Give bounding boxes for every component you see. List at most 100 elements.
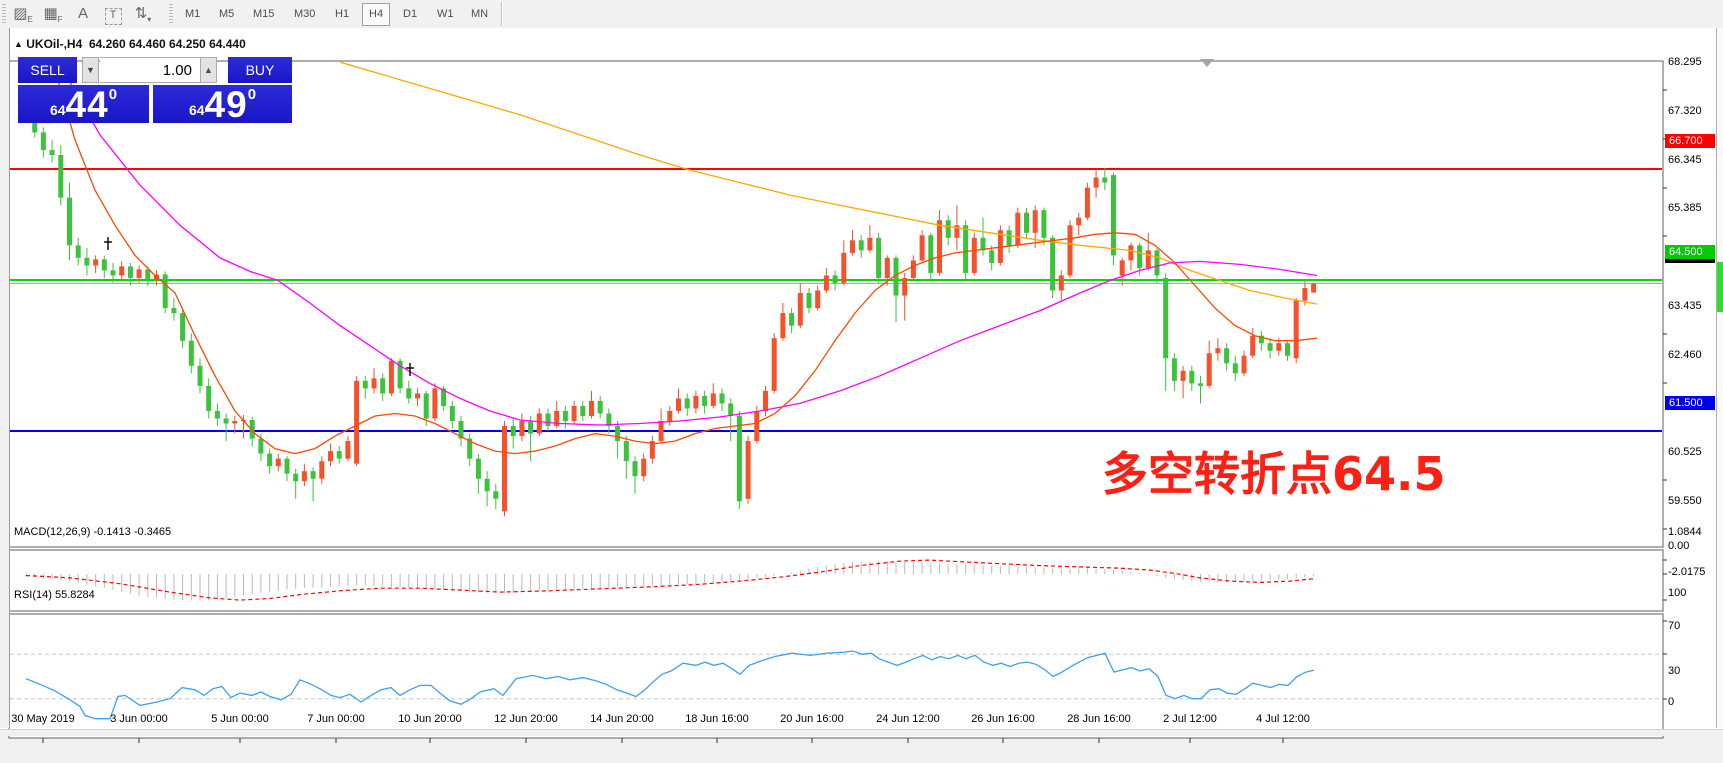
ohlc-values: 64.260 64.460 64.250 64.440 — [88, 37, 246, 51]
candle-body — [910, 260, 916, 278]
timeframe-m15[interactable]: M15 — [253, 8, 275, 20]
candle-body — [937, 220, 942, 273]
candle-body — [319, 461, 325, 479]
time-axis-label: 2 Jul 12:00 — [1163, 713, 1217, 725]
chart-canvas[interactable] — [0, 28, 1723, 763]
cursor-arrows-icon[interactable]: ⇅▾ — [134, 5, 152, 24]
text-label-icon[interactable]: A — [77, 5, 88, 22]
candle-body — [119, 266, 125, 276]
candle-body — [606, 413, 612, 427]
toolbar-separator — [501, 2, 502, 26]
main-chart-group — [10, 62, 1662, 517]
candle-body — [336, 451, 342, 459]
volume-increase-button[interactable]: ▲ — [200, 57, 217, 83]
ma-slow-orange — [339, 62, 1318, 305]
sell-button[interactable]: SELL — [18, 57, 77, 83]
buy-button[interactable]: BUY — [228, 57, 292, 83]
candle-body — [84, 257, 90, 266]
candle-body — [615, 426, 621, 442]
text-box-icon[interactable]: T — [100, 2, 126, 26]
candle-body — [902, 277, 908, 296]
timeframe-m1[interactable]: M1 — [185, 8, 201, 20]
candle-body — [180, 313, 186, 341]
chart-shift-triangle-icon — [1200, 59, 1214, 67]
candle-body — [632, 461, 638, 477]
candle-body — [1050, 237, 1056, 291]
candle-body — [345, 441, 351, 459]
candle-body — [162, 274, 168, 309]
candle-body — [971, 237, 977, 273]
candle-body — [1058, 275, 1064, 291]
candle-body — [1215, 348, 1221, 354]
candle-body — [597, 400, 603, 414]
candle-body — [1076, 217, 1082, 226]
candle-body — [528, 421, 534, 434]
candle-body — [850, 240, 855, 253]
toolbar: ▨E ▦F A T ⇅▾ M1 M5 M15 M30 H1 H4 D1 W1 MN — [0, 0, 1723, 29]
timeframe-mn[interactable]: MN — [471, 8, 489, 20]
scroll-position-marker[interactable] — [1717, 262, 1723, 312]
toolbar-grip-2[interactable] — [169, 4, 173, 24]
candle-body — [893, 257, 899, 296]
candle-body — [728, 403, 734, 416]
time-axis-label: 10 Jun 20:00 — [398, 713, 462, 725]
rsi-line — [25, 650, 1315, 720]
candle-body — [249, 419, 255, 439]
dot-grid-icon[interactable]: ▦F — [43, 5, 63, 24]
candle-body — [1250, 335, 1256, 356]
candle-body — [571, 405, 577, 422]
macd-panel — [8, 549, 1664, 612]
candle-body — [884, 257, 890, 278]
sell-price-display[interactable]: 64 44 0 — [18, 85, 149, 123]
timeframe-d1[interactable]: D1 — [403, 8, 418, 20]
timeframe-m5[interactable]: M5 — [219, 8, 235, 20]
buy-price-sup: 0 — [247, 86, 257, 103]
price-axis-label: 67.320 — [1668, 105, 1702, 117]
candle-body — [1241, 355, 1247, 374]
price-axis-label: 66.345 — [1668, 154, 1702, 166]
candle-body — [397, 360, 403, 389]
toolbar-grip[interactable] — [2, 4, 6, 24]
candle-body — [214, 410, 220, 419]
candle-body — [719, 393, 725, 404]
candle-body — [1311, 283, 1317, 293]
candle-body — [815, 290, 821, 309]
candle-body — [763, 390, 768, 411]
candle-body — [562, 410, 568, 422]
timeframe-m30[interactable]: M30 — [294, 8, 316, 20]
candle-body — [1093, 177, 1099, 188]
candle-body — [1119, 260, 1125, 276]
buy-price-big: 49 — [204, 84, 248, 125]
candle-body — [206, 385, 212, 411]
buy-price-display[interactable]: 64 49 0 — [153, 85, 292, 123]
candle-body — [1224, 348, 1230, 364]
timeframe-w1[interactable]: W1 — [437, 8, 454, 20]
candle-body — [510, 426, 516, 437]
sell-price-sup: 0 — [108, 86, 118, 103]
candle-body — [1232, 363, 1238, 374]
candle-body — [188, 340, 194, 366]
macd-axis-label: 0.00 — [1668, 540, 1690, 552]
candle-body — [40, 132, 46, 150]
candle-body — [1189, 370, 1195, 384]
candle-body — [145, 269, 151, 280]
candle-body — [1293, 300, 1299, 359]
volume-decrease-button[interactable]: ▼ — [82, 57, 99, 83]
timeframe-h1[interactable]: H1 — [335, 8, 350, 20]
candle-body — [667, 410, 673, 422]
resistance-badge: 66.700 — [1665, 134, 1715, 148]
volume-input[interactable] — [100, 57, 200, 83]
candle-body — [658, 421, 664, 442]
timeframe-h4[interactable]: H4 — [362, 3, 391, 26]
candle-body — [823, 275, 829, 291]
candle-body — [232, 421, 238, 424]
candle-body — [484, 478, 490, 492]
candle-body — [1024, 212, 1029, 233]
candle-body — [980, 237, 986, 251]
pattern-hatch-icon[interactable]: ▨E — [13, 5, 33, 24]
collapse-triangle-icon[interactable]: ▲ — [14, 39, 23, 49]
candle-body — [1015, 212, 1021, 246]
symbol-title: ▲ UKOil-,H4 64.260 64.460 64.250 64.440 — [14, 37, 246, 51]
candle-body — [467, 438, 473, 459]
candle-body — [1302, 287, 1308, 301]
